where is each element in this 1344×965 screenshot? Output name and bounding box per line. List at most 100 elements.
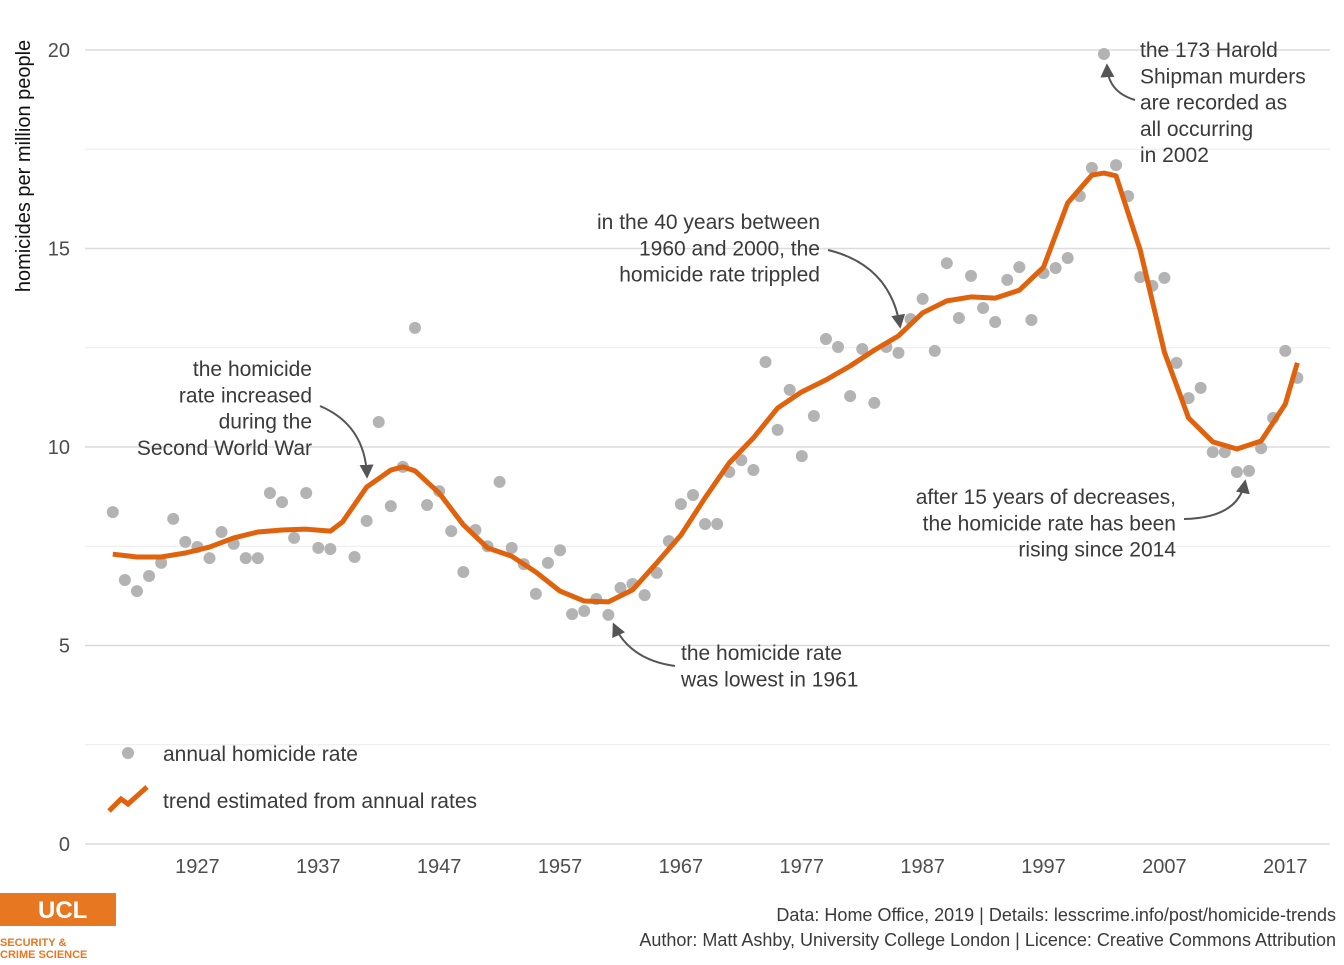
data-point — [167, 512, 180, 525]
trend-line — [112, 170, 1300, 605]
logo-box — [0, 893, 116, 926]
data-point — [155, 556, 168, 569]
data-point — [372, 415, 385, 428]
data-point — [952, 311, 965, 324]
data-point — [795, 450, 808, 463]
data-point — [832, 340, 845, 353]
data-point — [251, 552, 264, 565]
y-axis-label: homicides per million people — [13, 40, 35, 292]
caption: Author: Matt Ashby, University College L… — [639, 930, 1336, 950]
plot-area — [106, 47, 1304, 621]
data-point — [421, 498, 434, 511]
data-point — [566, 608, 579, 621]
data-point — [130, 585, 143, 598]
annotation-text: during the — [219, 411, 312, 434]
data-point — [179, 535, 192, 548]
data-point — [360, 514, 373, 527]
data-point — [312, 541, 325, 554]
annotation-text: Shipman murders — [1140, 65, 1306, 88]
arrow — [1100, 63, 1136, 101]
annotation-text: 1960 and 2000, the — [639, 237, 820, 260]
logo-text: UCL — [38, 897, 87, 924]
data-point — [118, 573, 131, 586]
data-point — [1049, 261, 1062, 274]
y-tick-label: 0 — [59, 834, 70, 856]
data-point — [783, 383, 796, 396]
x-tick-label: 2017 — [1263, 856, 1308, 878]
data-point — [1243, 464, 1256, 477]
data-point — [916, 292, 929, 305]
data-point — [408, 321, 421, 334]
y-tick-label: 20 — [48, 40, 70, 62]
data-point — [348, 550, 361, 563]
annotation-text: all occurring — [1140, 118, 1253, 141]
arrow — [319, 405, 374, 479]
data-point — [578, 604, 591, 617]
data-point — [771, 423, 784, 436]
annotation-text: in 2002 — [1140, 144, 1209, 167]
annotation-text: are recorded as — [1140, 92, 1287, 115]
data-point — [1097, 47, 1110, 60]
data-point — [819, 333, 832, 346]
annotation-text: the 173 Harold — [1140, 39, 1278, 62]
x-tick-label: 1977 — [780, 856, 825, 878]
data-point — [928, 344, 941, 357]
y-tick-label: 15 — [48, 239, 70, 261]
data-point — [445, 525, 458, 538]
data-point — [674, 498, 687, 511]
data-point — [759, 356, 772, 369]
logo-subtext: SECURITY & — [0, 937, 66, 949]
data-point — [989, 315, 1002, 328]
annotation-text: was lowest in 1961 — [680, 668, 858, 691]
data-point — [263, 487, 276, 500]
x-tick-label: 1987 — [900, 856, 945, 878]
data-point — [638, 589, 651, 602]
logo-subtext: CRIME SCIENCE — [0, 949, 87, 960]
data-point — [1134, 271, 1147, 284]
annotation-arrows — [319, 63, 1250, 667]
data-point — [505, 541, 518, 554]
data-point — [856, 342, 869, 355]
data-point — [699, 518, 712, 531]
data-point — [1182, 392, 1195, 405]
data-point — [1194, 381, 1207, 394]
data-point — [940, 257, 953, 270]
x-tick-label: 2007 — [1142, 856, 1187, 878]
annotation-text: the homicide rate has been — [923, 512, 1176, 535]
x-tick-label: 1937 — [296, 856, 341, 878]
data-point — [1230, 466, 1243, 479]
data-point — [892, 346, 905, 359]
data-point — [686, 489, 699, 502]
data-point — [1061, 252, 1074, 265]
data-point — [807, 410, 820, 423]
data-point — [965, 269, 978, 282]
y-tick-label: 10 — [48, 437, 70, 459]
data-point — [493, 475, 506, 488]
y-tick-label: 5 — [59, 636, 70, 658]
data-point — [602, 608, 615, 621]
data-point — [1170, 356, 1183, 369]
data-point — [977, 302, 990, 315]
data-point — [239, 552, 252, 565]
data-point — [384, 500, 397, 513]
data-point — [735, 454, 748, 467]
annotation-text: the homicide rate — [681, 642, 842, 665]
data-point — [106, 506, 119, 519]
caption: Data: Home Office, 2019 | Details: lessc… — [776, 905, 1336, 925]
data-point — [1206, 446, 1219, 459]
data-point — [1110, 159, 1123, 172]
legend-label: annual homicide rate — [163, 743, 358, 766]
annotation-text: in the 40 years between — [597, 211, 820, 234]
grid — [85, 49, 1330, 866]
annotation-text: after 15 years of decreases, — [916, 486, 1176, 509]
data-point — [324, 543, 337, 556]
arrow — [612, 622, 676, 667]
arrow — [827, 249, 906, 329]
data-point — [844, 390, 857, 403]
x-tick-label: 1927 — [175, 856, 220, 878]
data-point — [1255, 442, 1268, 455]
data-point — [215, 525, 228, 538]
legend-label: trend estimated from annual rates — [163, 790, 477, 813]
data-point — [1085, 161, 1098, 174]
